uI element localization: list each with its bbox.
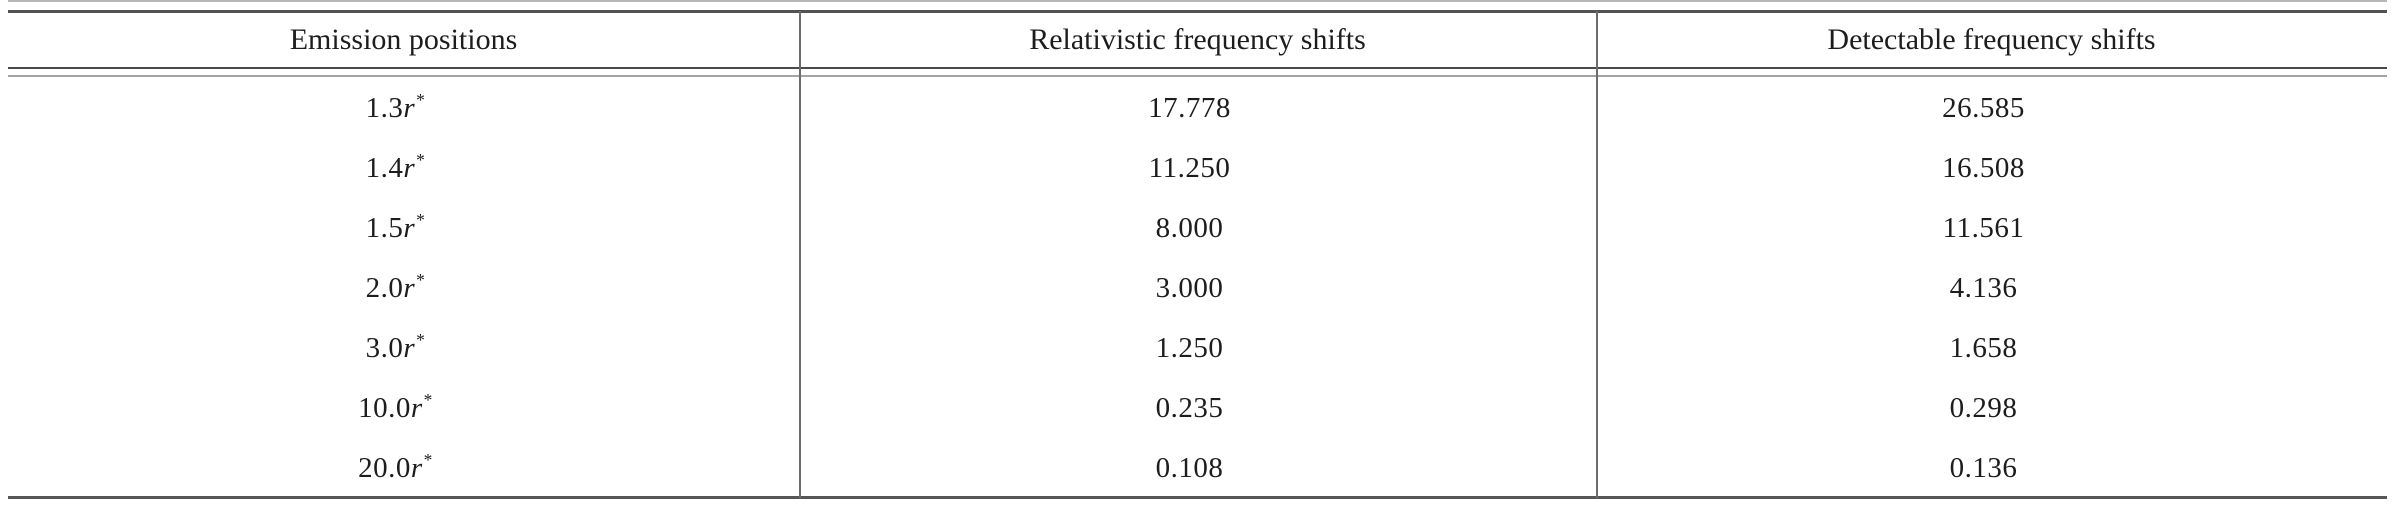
radius-symbol: r	[403, 271, 416, 304]
detectable-shift-cell: 4.136	[1949, 271, 2018, 304]
table-row: 10.0r* 0.235 0.298	[0, 378, 2379, 438]
detectable-shift-cell: 0.298	[1949, 391, 2018, 424]
relativistic-shift-cell: 11.250	[1148, 151, 1231, 184]
emission-position-cell: 3.0r*	[0, 331, 791, 364]
position-coefficient: 10.0	[358, 391, 411, 424]
table-header-row: Emission positions Relativistic frequenc…	[8, 13, 2387, 67]
radius-symbol: r	[403, 331, 416, 364]
emission-position-cell: 2.0r*	[0, 271, 791, 304]
asterisk-superscript: *	[416, 329, 426, 350]
table-row: 1.4r* 11.250 16.508	[0, 138, 2379, 198]
asterisk-superscript: *	[416, 269, 426, 290]
radius-symbol: r	[410, 391, 423, 424]
table-row: 1.5r* 8.000 11.561	[0, 198, 2379, 258]
radius-symbol: r	[410, 451, 423, 484]
relativistic-shift-cell: 17.778	[1148, 91, 1231, 124]
asterisk-superscript: *	[416, 209, 426, 230]
emission-position-cell: 1.5r*	[0, 211, 791, 244]
position-coefficient: 1.5	[365, 211, 404, 244]
column-divider-1	[799, 11, 801, 498]
column-divider-2	[1596, 11, 1598, 498]
detectable-shift-cell: 0.136	[1949, 451, 2018, 484]
relativistic-shift-cell: 1.250	[1155, 331, 1224, 364]
emission-position-cell: 20.0r*	[0, 451, 791, 484]
relativistic-shift-cell: 0.108	[1155, 451, 1224, 484]
table-row: 20.0r* 0.108 0.136	[0, 438, 2379, 498]
table-rule-header-separator-light	[8, 75, 2387, 77]
column-header-relativistic-shifts: Relativistic frequency shifts	[1029, 23, 1366, 56]
table-row: 1.3r* 17.778 26.585	[0, 78, 2379, 138]
table-row: 2.0r* 3.000 4.136	[0, 258, 2379, 318]
relativistic-shift-cell: 8.000	[1155, 211, 1224, 244]
position-coefficient: 2.0	[365, 271, 404, 304]
radius-symbol: r	[403, 151, 416, 184]
emission-position-cell: 1.3r*	[0, 91, 791, 124]
table-rule-header-separator	[8, 67, 2387, 69]
relativistic-shift-cell: 3.000	[1155, 271, 1224, 304]
emission-position-cell: 1.4r*	[0, 151, 791, 184]
table-rule-top-outer	[8, 0, 2387, 2]
table-body: 1.3r* 17.778 26.585 1.4r* 11.250 16.508 …	[0, 78, 2395, 498]
column-header-emission-positions: Emission positions	[289, 23, 518, 56]
emission-position-cell: 10.0r*	[0, 391, 791, 424]
detectable-shift-cell: 16.508	[1942, 151, 2025, 184]
detectable-shift-cell: 11.561	[1942, 211, 2025, 244]
position-coefficient: 20.0	[358, 451, 411, 484]
detectable-shift-cell: 1.658	[1949, 331, 2018, 364]
table-row: 3.0r* 1.250 1.658	[0, 318, 2379, 378]
asterisk-superscript: *	[423, 449, 433, 470]
asterisk-superscript: *	[416, 89, 426, 110]
position-coefficient: 1.3	[365, 91, 404, 124]
radius-symbol: r	[403, 91, 416, 124]
asterisk-superscript: *	[416, 149, 426, 170]
position-coefficient: 1.4	[365, 151, 404, 184]
detectable-shift-cell: 26.585	[1942, 91, 2025, 124]
radius-symbol: r	[403, 211, 416, 244]
position-coefficient: 3.0	[365, 331, 404, 364]
column-header-detectable-shifts: Detectable frequency shifts	[1827, 23, 2156, 56]
table-rule-bottom	[8, 496, 2387, 499]
asterisk-superscript: *	[423, 389, 433, 410]
table-rule-top	[8, 10, 2387, 13]
relativistic-shift-cell: 0.235	[1155, 391, 1224, 424]
